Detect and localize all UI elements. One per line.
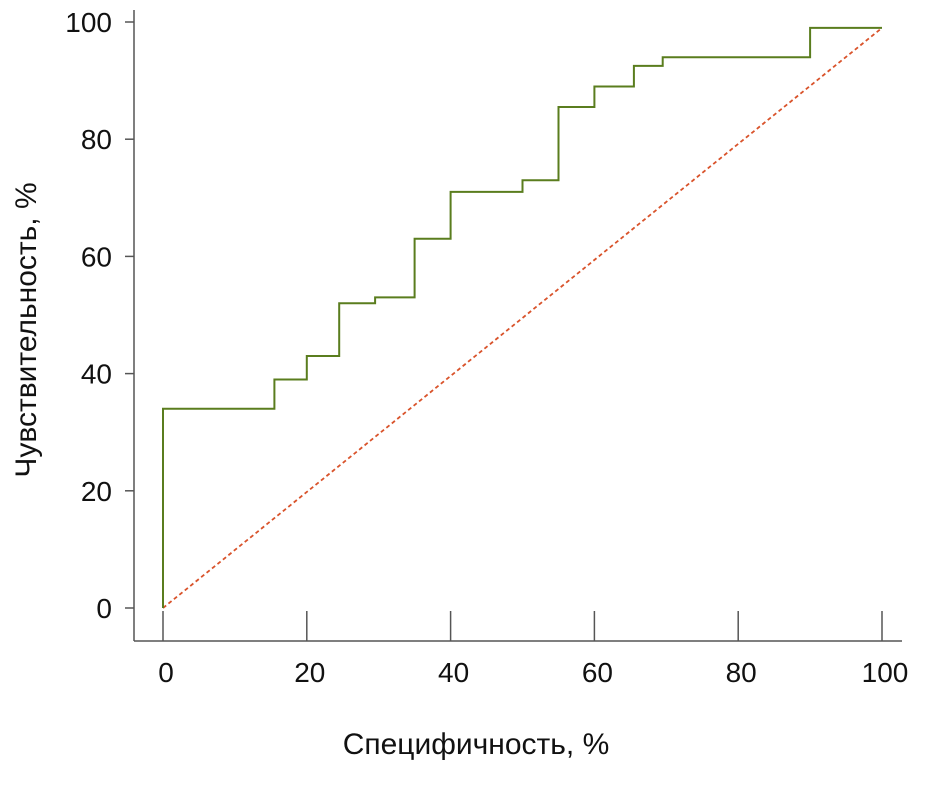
roc-curve-line [162,26,882,608]
y-tick-label: 20 [81,476,112,507]
y-tick-label: 80 [81,124,112,155]
y-axis-title: Чувствительность, % [10,182,43,477]
x-tick-label: 100 [862,657,909,688]
x-tick-label: 80 [726,657,757,688]
series-layer [162,26,883,609]
x-tick-label: 40 [438,657,469,688]
y-tick-label: 40 [81,359,112,390]
x-axis-title: Специфичность, % [343,728,610,761]
reference-diagonal-line [162,27,883,609]
y-tick-label: 0 [96,593,112,624]
axes [133,10,902,642]
ticks: 0 20 40 60 80 100 0 20 40 60 80 100 [65,7,908,688]
x-tick-label: 20 [294,657,325,688]
x-tick-label: 0 [158,657,174,688]
y-tick-label: 60 [81,241,112,272]
x-tick-label: 60 [582,657,613,688]
y-tick-label: 100 [65,7,112,38]
